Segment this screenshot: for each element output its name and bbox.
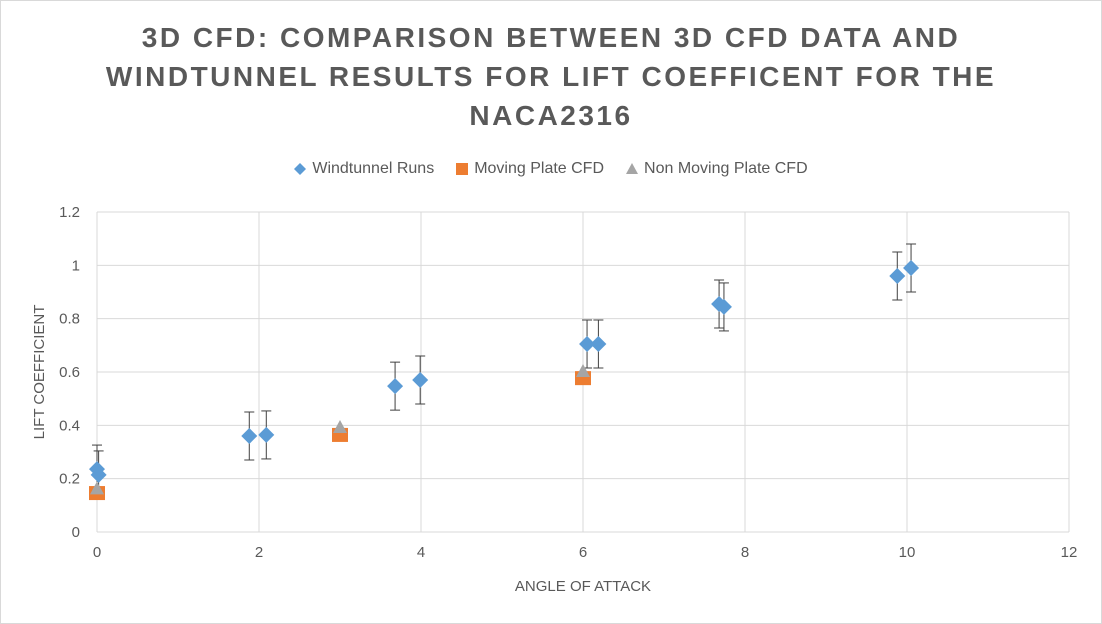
x-tick-label: 12 xyxy=(1061,544,1078,561)
x-tick-label: 8 xyxy=(741,544,749,561)
data-point-windtunnel xyxy=(241,428,258,444)
data-point-windtunnel xyxy=(90,466,107,483)
legend: Windtunnel Runs Moving Plate CFD Non Mov… xyxy=(0,160,1102,178)
data-point-windtunnel xyxy=(412,372,429,388)
data-point-windtunnel xyxy=(889,268,906,284)
y-tick-label: 0.4 xyxy=(59,417,80,434)
x-tick-label: 0 xyxy=(93,544,101,561)
legend-label: Windtunnel Runs xyxy=(312,160,435,177)
x-tick-label: 6 xyxy=(579,544,587,561)
x-axis-label: ANGLE OF ATTACK xyxy=(515,578,651,595)
data-point-windtunnel xyxy=(590,336,607,352)
x-tick-label: 10 xyxy=(899,544,916,561)
legend-item-windtunnel: Windtunnel Runs xyxy=(294,160,434,178)
data-point-windtunnel xyxy=(579,336,596,352)
y-tick-label: 0.6 xyxy=(59,364,80,381)
legend-label: Non Moving Plate CFD xyxy=(644,160,808,177)
data-point-windtunnel xyxy=(903,260,920,276)
chart-title: 3D CFD: COMPARISON BETWEEN 3D CFD DATA A… xyxy=(0,18,1102,135)
y-tick-label: 0.2 xyxy=(59,471,80,488)
triangle-marker-icon xyxy=(626,163,639,174)
title-line: 3D CFD: COMPARISON BETWEEN 3D CFD DATA A… xyxy=(141,22,961,53)
data-point-non-moving-plate xyxy=(576,364,590,377)
legend-label: Moving Plate CFD xyxy=(474,160,605,177)
diamond-marker-icon xyxy=(294,163,307,175)
y-tick-label: 0.8 xyxy=(59,311,80,328)
y-tick-label: 1 xyxy=(72,257,80,274)
legend-item-moving-plate: Moving Plate CFD xyxy=(456,160,604,178)
legend-item-non-moving-plate: Non Moving Plate CFD xyxy=(626,160,808,178)
data-point-non-moving-plate xyxy=(90,481,104,495)
title-line: WINDTUNNEL RESULTS FOR LIFT COEFFICENT F… xyxy=(105,61,997,92)
y-tick-label: 0 xyxy=(72,524,80,541)
data-point-windtunnel xyxy=(258,426,275,443)
data-point-windtunnel xyxy=(387,378,404,395)
y-tick-label: 1.2 xyxy=(59,204,80,221)
title-line: NACA2316 xyxy=(469,100,633,131)
x-tick-label: 4 xyxy=(417,544,425,561)
square-marker-icon xyxy=(456,163,469,175)
data-point-non-moving-plate xyxy=(333,420,347,433)
x-tick-label: 2 xyxy=(255,544,263,561)
y-axis-label: LIFT COEFFICIENT xyxy=(31,305,48,440)
data-point-windtunnel xyxy=(715,298,732,315)
